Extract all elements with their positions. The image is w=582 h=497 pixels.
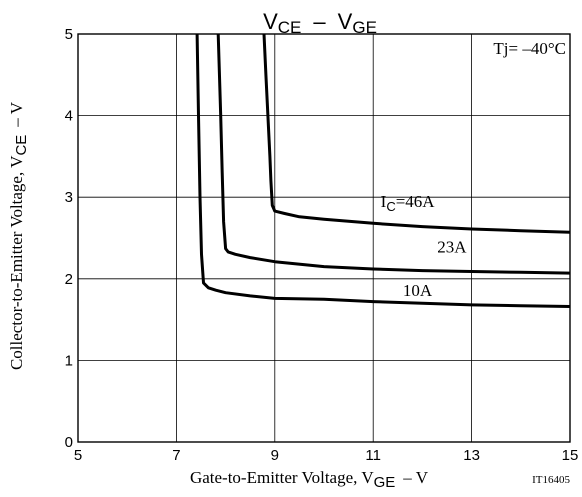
- chart-title-main2-sub: GE: [352, 18, 377, 37]
- series-label-sub: C: [386, 199, 395, 214]
- y-tick-label: 4: [65, 108, 73, 125]
- plot-frame: [77, 33, 571, 443]
- curves: [195, 33, 571, 308]
- y-tick-label: 0: [65, 434, 73, 451]
- y-tick-labels: 0 1 2 3 4 5: [65, 26, 73, 451]
- x-tick-label: 7: [172, 447, 180, 464]
- series-labels: IC=46A 23A 10A: [381, 192, 468, 300]
- x-axis-label-text: Gate-to-Emitter Voltage, V: [190, 468, 374, 487]
- chart-title-main2: V: [338, 9, 353, 34]
- y-axis-label-sub: CE: [13, 135, 30, 156]
- x-tick-label: 11: [365, 447, 381, 464]
- chart-title: VCE – VGE: [263, 9, 377, 37]
- series-label: 23A: [437, 238, 467, 257]
- series-label-prefix: I: [381, 192, 387, 211]
- x-tick-label: 9: [271, 447, 279, 464]
- y-axis-label-unit: – V: [7, 101, 26, 127]
- chart-title-main: V: [263, 9, 278, 34]
- y-tick-label: 1: [65, 352, 73, 369]
- chart-title-main-sub: CE: [278, 18, 302, 37]
- series-line: [262, 33, 571, 234]
- chart-title-sep: –: [313, 9, 326, 34]
- series-label-prefix: 10A: [403, 281, 433, 300]
- y-tick-label: 5: [65, 26, 73, 43]
- x-tick-label: 15: [562, 447, 579, 464]
- x-axis-label-sub: GE: [374, 474, 396, 491]
- y-axis-label: Collector-to-Emitter Voltage, VCE – V: [7, 101, 30, 370]
- y-tick-label: 2: [65, 271, 73, 288]
- series-label: IC=46A: [381, 192, 436, 214]
- y-axis-label-text: Collector-to-Emitter Voltage, V: [7, 155, 26, 370]
- series-line: [195, 33, 571, 308]
- series-label: 10A: [403, 281, 433, 300]
- temperature-annotation: Tj= –40°C: [493, 39, 566, 58]
- x-tick-labels: 5 7 9 11 13 15: [74, 447, 579, 464]
- x-tick-label: 13: [463, 447, 480, 464]
- figure-id: IT16405: [532, 474, 570, 486]
- series-line: [216, 33, 571, 275]
- series-label-suffix: =46A: [396, 192, 436, 211]
- x-axis-label-unit: – V: [402, 468, 428, 487]
- y-tick-label: 3: [65, 189, 73, 206]
- x-axis-label: Gate-to-Emitter Voltage, VGE – V: [190, 468, 429, 491]
- grid: [78, 34, 570, 442]
- series-label-prefix: 23A: [437, 238, 467, 257]
- x-tick-label: 5: [74, 447, 82, 464]
